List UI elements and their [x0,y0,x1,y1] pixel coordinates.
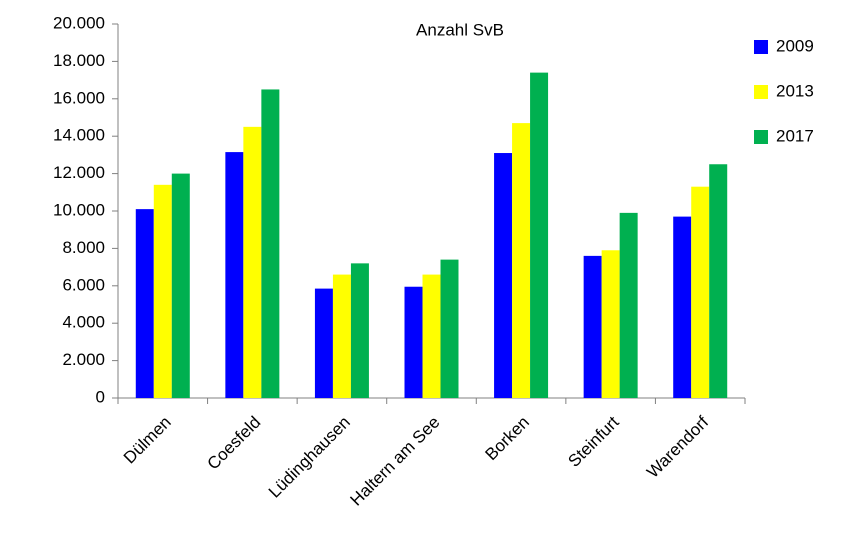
bar [332,274,351,398]
legend-label: 2017 [776,126,814,145]
y-tick-label: 4.000 [62,313,105,332]
x-tick-label: Lüdinghausen [265,413,354,502]
bar [709,164,728,398]
legend-swatch [754,40,768,54]
y-tick-label: 2.000 [62,350,105,369]
bar [171,173,190,398]
legend-label: 2009 [776,36,814,55]
legend-swatch [754,130,768,144]
bar [494,153,513,398]
y-tick-label: 6.000 [62,275,105,294]
y-tick-label: 18.000 [53,51,105,70]
y-tick-label: 10.000 [53,200,105,219]
legend-label: 2013 [776,81,814,100]
bar [243,126,262,398]
bar [512,123,531,399]
y-tick-label: 8.000 [62,238,105,257]
bar [422,274,441,398]
y-tick-label: 14.000 [53,126,105,145]
y-tick-label: 20.000 [53,13,105,32]
bar [619,212,638,398]
bar [691,186,710,398]
bar [673,216,692,398]
bar [440,259,459,398]
bar [583,255,602,398]
x-tick-label: Steinfurt [564,412,622,470]
bar [350,263,369,398]
x-tick-label: Warendorf [643,412,712,481]
bar [530,72,549,399]
bar [601,250,620,398]
bar [153,184,172,398]
bar [314,288,333,398]
y-tick-label: 0 [96,387,105,406]
y-tick-label: 12.000 [53,163,105,182]
chart-title: Anzahl SvB [416,20,504,39]
y-tick-label: 16.000 [53,88,105,107]
bar [261,89,280,398]
bar [404,286,423,398]
bar [225,152,244,398]
legend-swatch [754,85,768,99]
x-tick-label: Coesfeld [203,413,264,474]
x-tick-label: Dülmen [120,413,175,468]
bar [135,209,154,398]
x-tick-label: Borken [482,413,534,465]
x-tick-label: Haltern am See [347,413,444,510]
